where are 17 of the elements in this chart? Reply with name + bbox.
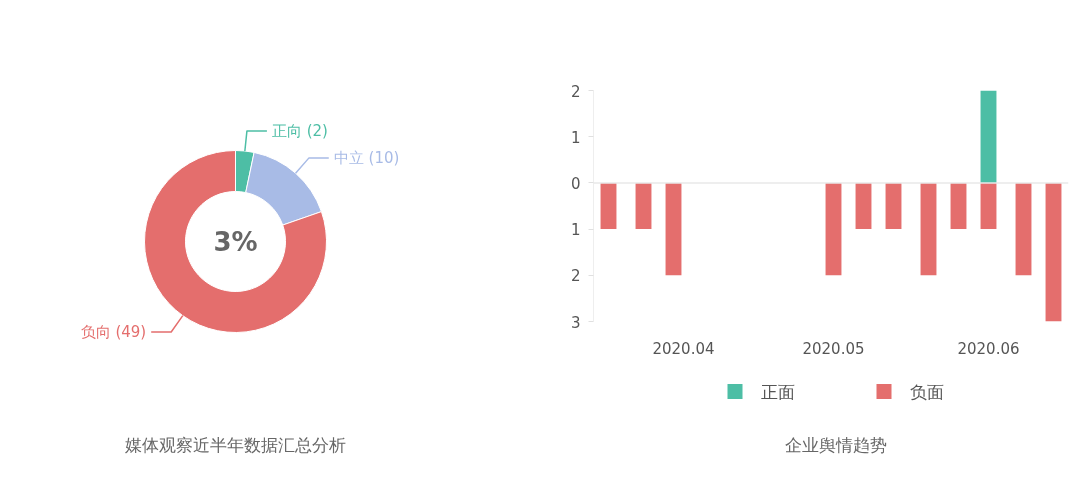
y-tick-label: 0 xyxy=(570,174,581,193)
slice-label: 正向 (2) xyxy=(271,122,328,141)
legend-label: 负面 xyxy=(909,381,944,402)
x-tick-label: 2020.05 xyxy=(802,339,865,358)
y-tick-label: 2 xyxy=(570,82,581,101)
y-tick-label: 2 xyxy=(570,267,581,286)
slice-label: 中立 (10) xyxy=(333,149,400,168)
y-tick-label: 1 xyxy=(570,221,581,240)
slice-label: 负向 (49) xyxy=(80,322,147,341)
text: 媒体观察近半年数据汇总分析 xyxy=(125,434,346,455)
x-tick-label: 2020.04 xyxy=(652,339,715,358)
text: 企业舆情趋势 xyxy=(785,434,887,455)
x-tick-label: 2020.06 xyxy=(957,339,1020,358)
y-tick-label: 3 xyxy=(570,313,581,332)
y-tick-label: 1 xyxy=(570,128,581,147)
text: 3% xyxy=(213,226,258,257)
legend-label: 正面 xyxy=(760,381,795,402)
